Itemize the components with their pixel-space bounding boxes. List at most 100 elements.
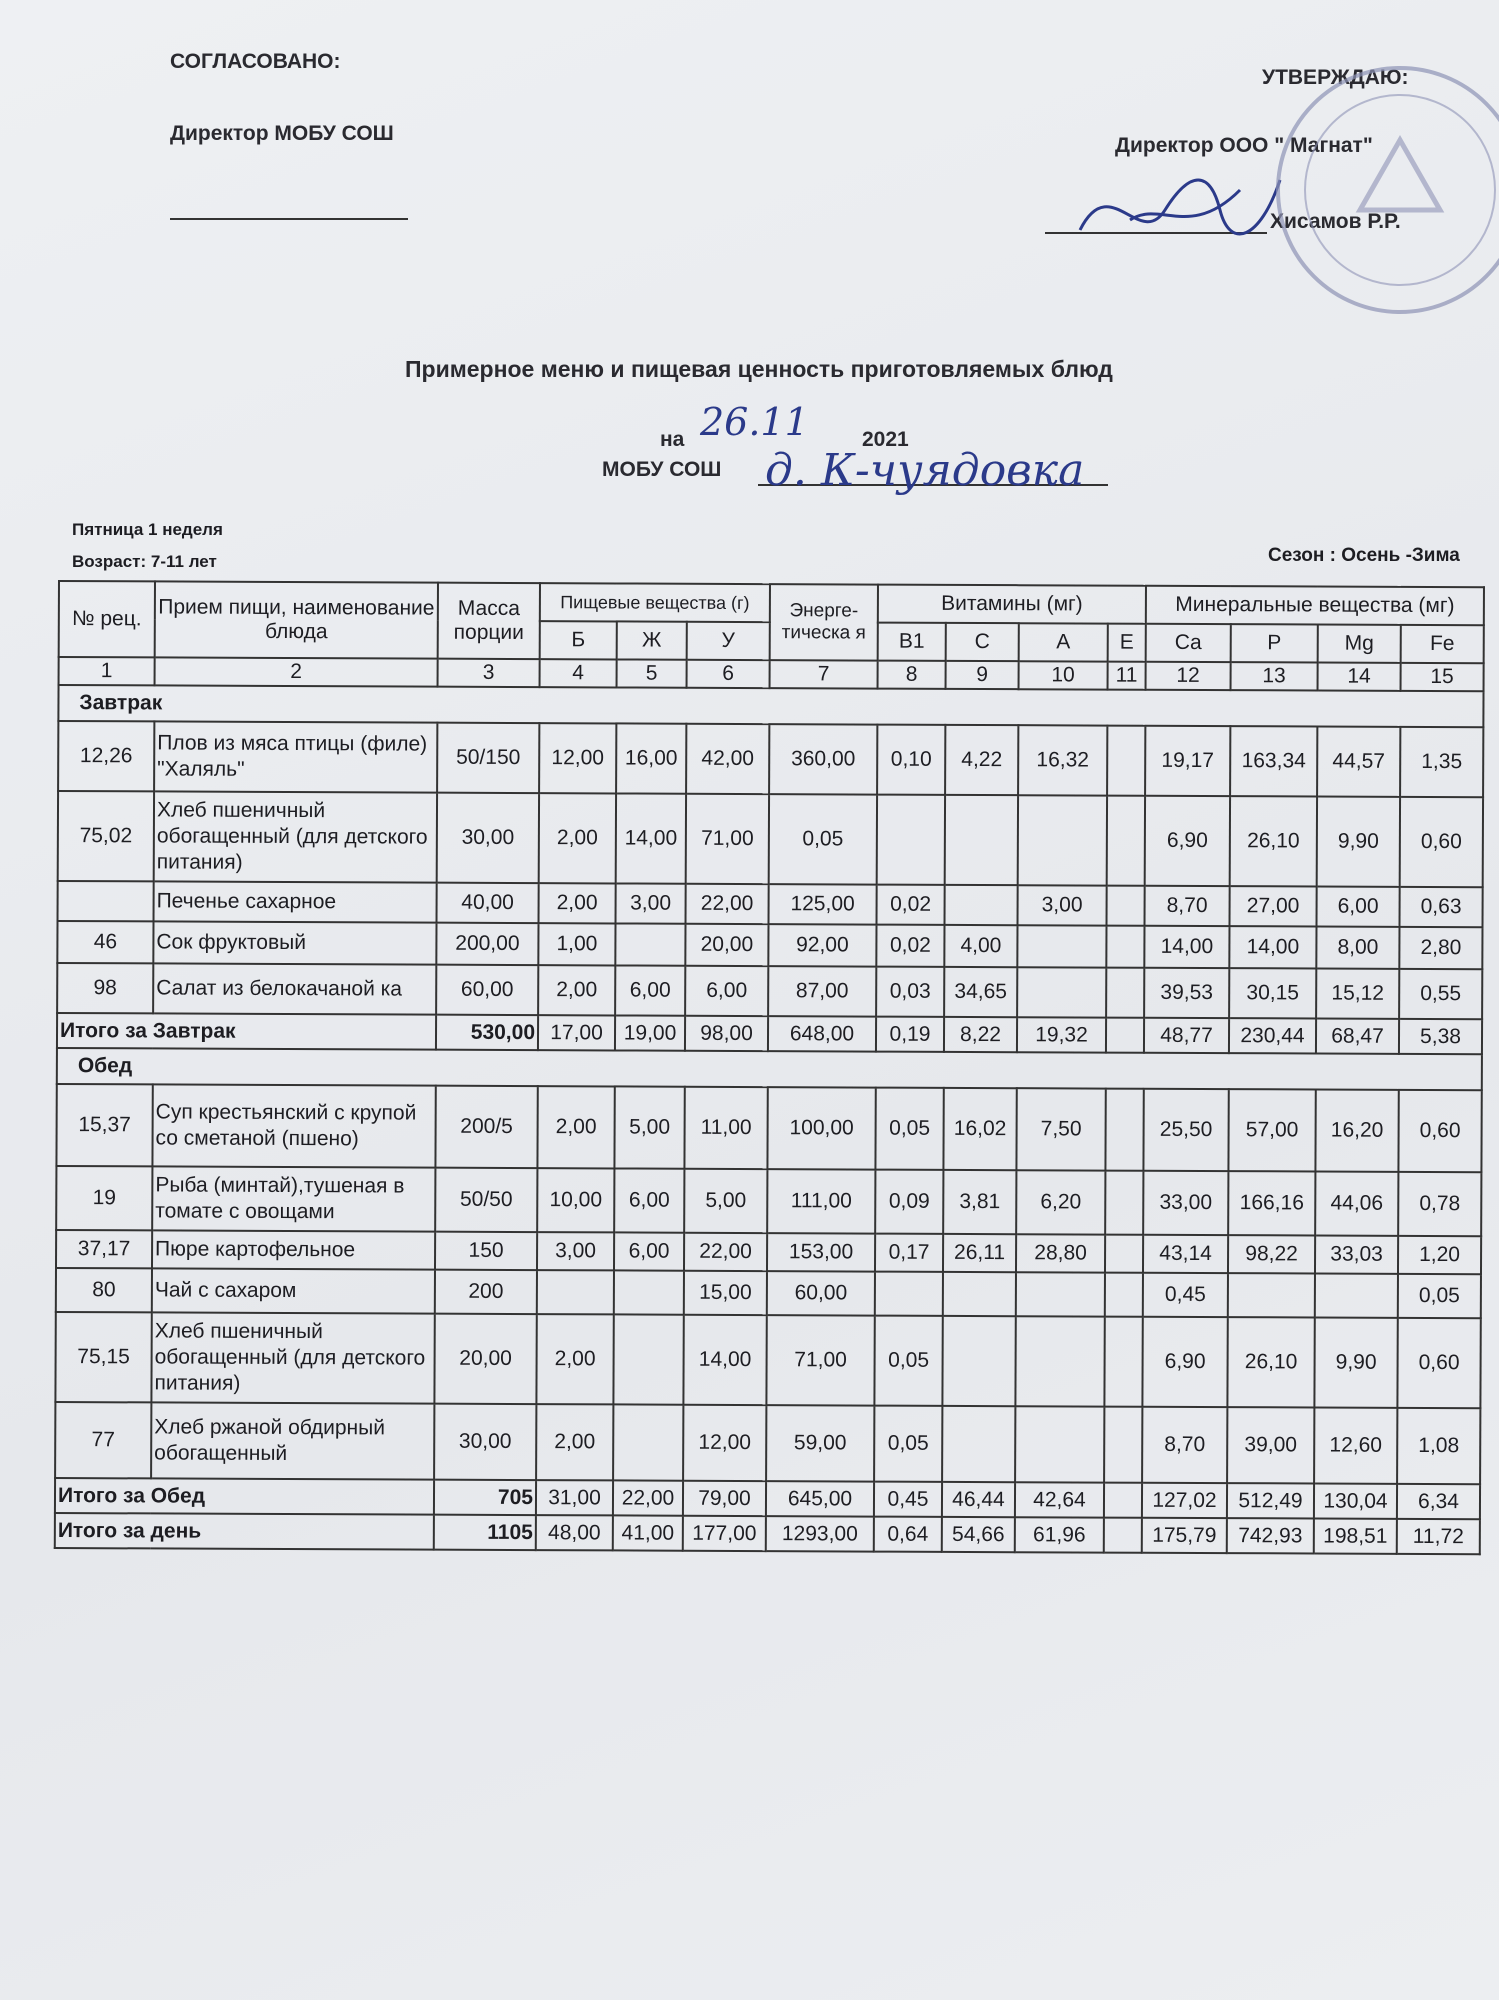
header-minerals: Минеральные вещества (мг)	[1145, 585, 1484, 626]
table-cell: 14,00	[683, 1314, 767, 1406]
table-cell	[1015, 1272, 1105, 1317]
table-cell	[615, 923, 686, 966]
table-cell: 3,00	[536, 1232, 615, 1271]
table-cell: 6,90	[1142, 1316, 1228, 1408]
day-total-row-value: 61,96	[1014, 1517, 1104, 1553]
day-total-row: Итого за день 1105 48,00 41,00 177,00 1293,00…	[54, 1512, 1480, 1555]
section-total-row-value: 130,04	[1313, 1483, 1398, 1519]
approved-position: Директор ООО " Магнат"	[1115, 134, 1373, 157]
section-total-row-value: 17,00	[537, 1015, 616, 1051]
header-num-8: 9	[945, 660, 1019, 690]
header-num-4: 5	[616, 659, 687, 688]
table-cell	[1107, 725, 1146, 796]
day-total-row-value: 1105	[433, 1514, 536, 1551]
table-cell: 46	[57, 921, 154, 964]
table-cell: 2,00	[538, 965, 616, 1016]
header-num-9: 10	[1018, 661, 1108, 690]
table-cell: 0,63	[1399, 886, 1483, 928]
table-cell: 3,00	[615, 883, 686, 924]
section-total-row-value: 31,00	[535, 1480, 614, 1516]
section-total-row-value: 19,32	[1016, 1017, 1107, 1053]
section-row: Завтрак	[58, 685, 1484, 728]
header-mass: Масса порции	[437, 582, 540, 660]
table-cell: 4,00	[944, 924, 1018, 968]
table-cell: 33,03	[1314, 1235, 1399, 1274]
dish-name: Рыба (минтай),тушеная в томате с овощами	[152, 1166, 436, 1232]
agreed-signature-line	[170, 218, 408, 220]
table-cell: 1,35	[1400, 726, 1484, 798]
table-cell	[1106, 925, 1145, 968]
header-sub-4: С	[945, 622, 1019, 662]
table-cell: 0,03	[876, 966, 945, 1017]
header-sub-3: В1	[877, 622, 946, 661]
header-num-12: 13	[1230, 662, 1318, 691]
table-cell: 7,50	[1016, 1088, 1106, 1171]
table-cell: 98	[57, 963, 154, 1014]
section-total-row-value: 42,64	[1014, 1482, 1105, 1518]
day-total-row-value: 198,51	[1313, 1518, 1397, 1554]
table-cell: 0,78	[1398, 1171, 1482, 1237]
section-total-row-value: 5,38	[1398, 1018, 1483, 1055]
table-cell: 12,00	[539, 723, 617, 794]
header-sub-0: Б	[539, 621, 617, 660]
table-cell: 37,17	[55, 1229, 153, 1269]
table-cell: 5,00	[684, 1168, 768, 1234]
table-cell: 2,00	[537, 1086, 615, 1169]
table-row: 98 Салат из белокачаной ка 60,00 2,00 6,00 6,…	[57, 963, 1483, 1020]
table-cell: 75,15	[55, 1311, 152, 1403]
day-total-row-value: 175,79	[1141, 1517, 1227, 1554]
table-cell: 14,00	[1229, 926, 1317, 969]
table-cell: 9,90	[1316, 796, 1401, 887]
table-cell: 39,53	[1144, 967, 1230, 1019]
table-cell: 14,00	[615, 793, 687, 884]
table-cell: 0,05	[874, 1315, 943, 1406]
header-meal: Прием пищи, наименование блюда	[154, 581, 438, 659]
table-cell: 50/150	[437, 722, 540, 794]
day-label: Пятница 1 неделя	[72, 520, 223, 539]
table-cell: 9,90	[1314, 1317, 1398, 1408]
table-cell: 60,00	[436, 964, 539, 1016]
table-cell: 166,16	[1228, 1171, 1316, 1236]
table-cell	[942, 1315, 1016, 1407]
table-cell: 3,81	[943, 1169, 1017, 1235]
agreed-title: СОГЛАСОВАНО:	[170, 50, 341, 73]
table-cell: 0,05	[1397, 1273, 1481, 1319]
section-total-row-value	[1105, 1017, 1145, 1053]
table-cell	[1106, 795, 1146, 886]
header-num-0: 1	[58, 657, 155, 686]
table-cell: 50/50	[435, 1167, 538, 1233]
table-row: Печенье сахарное 40,00 2,00 3,00 22,00 125,00…	[57, 881, 1483, 928]
table-cell: 77	[55, 1401, 152, 1479]
table-cell: 30,00	[434, 1403, 537, 1481]
day-total-row-value: 742,93	[1226, 1518, 1314, 1554]
table-cell	[874, 1271, 943, 1316]
school-underline	[758, 484, 1108, 486]
day-total-row-value: 11,72	[1396, 1518, 1480, 1555]
section-total-row-value	[1103, 1482, 1143, 1518]
table-cell: 15,37	[56, 1083, 153, 1167]
header-sub-5: А	[1018, 623, 1108, 662]
table-cell: 8,70	[1142, 1406, 1228, 1484]
dish-name: Суп крестьянский с крупой со сметаной (п…	[152, 1084, 436, 1168]
header-num-13: 14	[1317, 662, 1401, 691]
table-cell: 0,60	[1397, 1317, 1481, 1409]
handwritten-date: 26.11	[700, 400, 809, 444]
table-cell: 57,00	[1228, 1089, 1316, 1172]
dish-name: Хлеб пшеничный обогащенный (для детского…	[151, 1312, 435, 1404]
table-cell: 4,22	[945, 724, 1019, 796]
table-cell: 0,02	[876, 924, 945, 967]
table-cell: 6,00	[613, 1232, 685, 1271]
table-cell: 12,00	[683, 1404, 767, 1482]
table-cell	[1106, 885, 1145, 926]
table-cell	[1314, 1273, 1398, 1318]
table-cell	[942, 1271, 1016, 1317]
day-total-row-value: 54,66	[941, 1516, 1015, 1553]
section-total-row-value: 79,00	[682, 1480, 767, 1517]
section-total-row-value: 6,34	[1396, 1483, 1481, 1520]
day-total-row-value: 177,00	[682, 1515, 766, 1552]
table-cell: 11,00	[684, 1086, 768, 1170]
table-cell: 1,08	[1397, 1407, 1481, 1485]
date-prefix: на	[660, 428, 685, 451]
table-cell	[944, 794, 1019, 886]
table-cell: 92,00	[768, 924, 877, 967]
